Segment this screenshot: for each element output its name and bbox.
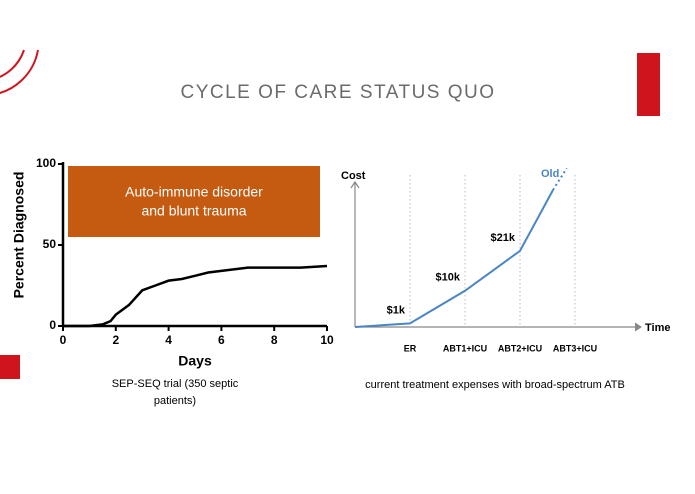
caption: SEP-SEQ trial (350 septic patients) [111, 378, 239, 407]
annotation-text: and blunt trauma [141, 203, 246, 219]
x-tick-label: 10 [320, 333, 334, 347]
x-tick-label: ABT2+ICU [498, 343, 542, 353]
value-label: $1k [387, 304, 406, 316]
y-axis-arrow [350, 180, 360, 189]
x-tick-label: ABT1+ICU [443, 343, 487, 353]
caption: current treatment expenses with broad-sp… [365, 379, 625, 391]
data-line [354, 189, 554, 328]
slide-title: CYCLE OF CARE STATUS QUO [180, 82, 495, 103]
value-label: $10k [436, 272, 461, 284]
annotation-text: Auto-immune disorder [125, 184, 263, 200]
x-tick-label: 2 [112, 333, 119, 347]
y-tick-label: 50 [43, 237, 57, 251]
decoration-arc [0, 49, 25, 78]
x-tick-label: ABT3+ICU [553, 343, 597, 353]
x-axis-label: Days [178, 353, 212, 369]
decoration-arc [0, 49, 39, 94]
x-tick-label: 6 [218, 333, 225, 347]
annotation-box [68, 166, 320, 237]
data-line [552, 167, 568, 191]
value-label: $21k [491, 232, 516, 244]
data-line [63, 264, 328, 328]
x-tick-label: 8 [271, 333, 278, 347]
x-tick-label: ER [404, 343, 417, 353]
x-axis-arrow [634, 322, 642, 332]
y-axis-label: Cost [341, 170, 366, 182]
x-tick-label: 0 [60, 333, 67, 347]
x-tick-label: 4 [165, 333, 172, 347]
y-tick-label: 100 [36, 156, 56, 170]
y-tick-label: 0 [49, 318, 56, 332]
series-label: Old [541, 168, 559, 180]
decoration-bar [637, 53, 660, 116]
x-axis-label: Time [645, 322, 670, 334]
y-axis-label: Percent Diagnosed [11, 172, 27, 299]
decoration-bar [0, 355, 20, 379]
